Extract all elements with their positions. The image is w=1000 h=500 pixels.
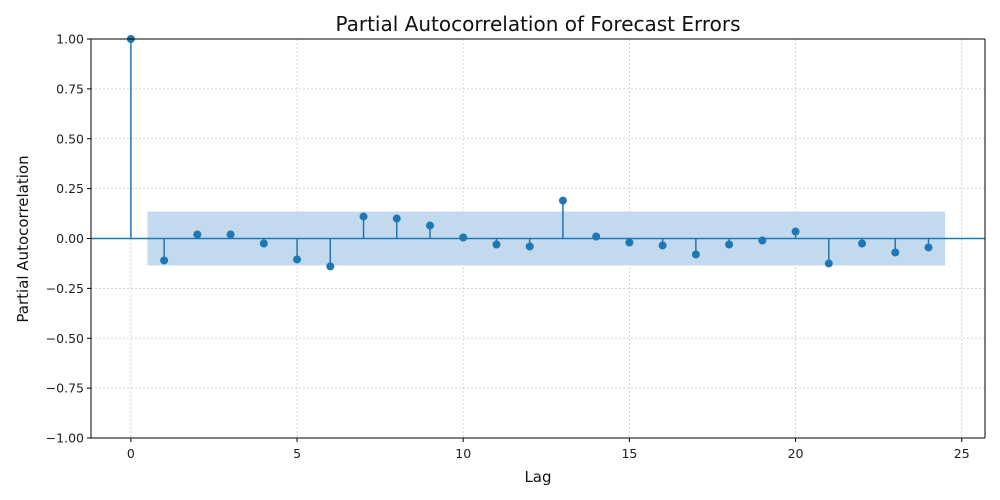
stem-marker — [691, 250, 700, 259]
stem-marker — [392, 214, 401, 223]
y-tick-label: −0.75 — [46, 381, 84, 396]
x-axis-label: Lag — [524, 468, 551, 486]
x-tick-label: 0 — [127, 446, 135, 461]
x-tick-label: 25 — [954, 446, 970, 461]
stem-marker — [658, 241, 667, 250]
y-tick-label: 1.00 — [56, 32, 84, 47]
stem-marker — [293, 255, 302, 264]
stem-marker — [625, 238, 634, 247]
x-tick-label: 5 — [293, 446, 301, 461]
stem-marker — [924, 243, 933, 252]
y-tick-label: −1.00 — [46, 431, 84, 446]
x-tick-label: 10 — [455, 446, 471, 461]
stem-marker — [758, 236, 767, 245]
stem-marker — [791, 227, 800, 236]
tick-labels: 0 5 10 15 20 25 −1.00 −0.75 −0.50 −0.25 0.00 0.25 0.… — [46, 32, 970, 462]
y-axis-label: Partial Autocorrelation — [14, 155, 32, 322]
y-tick-label: 0.50 — [56, 131, 84, 146]
stem-marker — [824, 259, 833, 268]
stem-marker — [193, 230, 202, 239]
stem-marker — [326, 262, 335, 271]
stem-marker — [226, 230, 235, 239]
y-tick-label: 0.25 — [56, 181, 84, 196]
stem-marker — [725, 240, 734, 249]
stem-marker — [359, 212, 368, 221]
stem-marker — [160, 256, 169, 265]
stem-marker — [459, 233, 468, 242]
stem-marker — [558, 196, 567, 205]
chart-title: Partial Autocorrelation of Forecast Erro… — [335, 12, 740, 36]
stem-marker — [592, 232, 601, 241]
stem-marker — [259, 239, 268, 248]
stem-marker — [891, 248, 900, 257]
stem-marker — [492, 240, 501, 249]
stems — [91, 35, 985, 271]
stem-marker — [858, 239, 867, 248]
y-tick-label: 0.00 — [56, 231, 84, 246]
x-tick-label: 15 — [621, 446, 637, 461]
x-tick-label: 20 — [788, 446, 804, 461]
y-tick-label: 0.75 — [56, 81, 84, 96]
axes — [87, 38, 986, 442]
stem-marker — [425, 221, 434, 230]
y-tick-label: −0.50 — [46, 331, 84, 346]
stem-marker — [525, 242, 534, 251]
y-tick-label: −0.25 — [46, 281, 84, 296]
